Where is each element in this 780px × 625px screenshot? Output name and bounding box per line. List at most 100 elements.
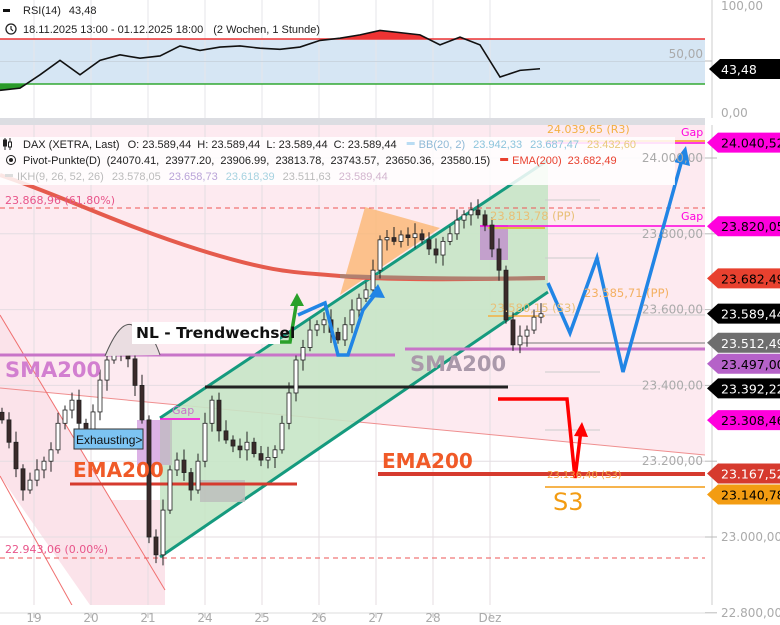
pp-label-1: 23.813,78 (PP) — [490, 209, 575, 223]
bb-lower: 23.432,60 — [587, 139, 636, 151]
bb-upper: 23.942,33 — [473, 139, 522, 151]
candle — [286, 382, 292, 430]
candle — [209, 395, 215, 432]
ema200-label-left: EMA200 — [73, 458, 164, 482]
exhausting-label: Exhausting> — [76, 433, 142, 447]
candle — [244, 431, 250, 461]
bb-swatch — [406, 142, 415, 145]
candle — [342, 317, 348, 346]
y-tick-label: 23.000,00 — [721, 530, 780, 544]
candle — [524, 325, 530, 347]
candle — [370, 259, 376, 296]
ikh-swatch — [5, 174, 13, 177]
candle — [62, 405, 68, 430]
svg-text:23.589,44: 23.589,44 — [721, 307, 780, 322]
price-label: 23.820,05 — [707, 216, 780, 237]
candle — [230, 435, 236, 453]
red-arrow[interactable] — [498, 397, 583, 479]
nl-trendwechsel-label: NL - Trendwechsel — [136, 324, 295, 342]
s3-label-2: 23.136,40 (S3) — [547, 470, 622, 481]
candle — [482, 210, 488, 232]
blue-arrow-small[interactable] — [297, 290, 379, 357]
ikh-name: IKH(9, 26, 52, 26) — [17, 171, 104, 183]
rsi-pane — [0, 0, 705, 118]
candle — [314, 320, 320, 337]
ikh-value-1: 23.578,05 — [112, 171, 161, 183]
candle — [237, 438, 243, 459]
price-label: 23.497,00 — [707, 353, 780, 374]
svg-text:23.392,22: 23.392,22 — [721, 381, 780, 396]
candle — [195, 453, 201, 494]
y-tick-label: 23.200,00 — [642, 454, 703, 468]
channel-line-upper[interactable] — [0, 314, 166, 591]
candle — [223, 420, 229, 444]
ema-swatch — [500, 158, 509, 161]
candle — [531, 309, 537, 334]
gap-label-small: Gap — [172, 404, 194, 417]
rsi-tick-0: 0,00 — [721, 106, 748, 120]
ema200-label-right: EMA200 — [382, 449, 473, 473]
candle — [181, 449, 187, 481]
candle — [97, 369, 103, 421]
candle — [468, 202, 474, 226]
price-label: 23.682,49 — [707, 268, 780, 289]
candle — [377, 235, 383, 279]
x-tick-label: 27 — [368, 611, 383, 625]
candle — [293, 355, 299, 402]
candle — [489, 217, 495, 258]
rsi-overbought-fill — [0, 30, 540, 40]
x-tick-label: 25 — [254, 611, 269, 625]
ohlc-values: O: 23.589,44 H: 23.589,44 L: 23.589,44 C… — [128, 139, 397, 151]
pivot-icon — [6, 155, 16, 165]
candle — [251, 437, 257, 458]
channel-line-lower[interactable] — [0, 475, 84, 625]
price-label: 23.167,52 — [707, 463, 780, 484]
candle — [132, 351, 138, 397]
clock-icon — [5, 23, 17, 35]
rising-channel-lower[interactable] — [159, 290, 549, 559]
y-tick-label: 24.000,00 — [642, 151, 703, 165]
candle — [174, 452, 180, 476]
rsi-tick-50: 50,00 — [669, 47, 703, 61]
ema-value: 23.682,49 — [568, 155, 617, 167]
candle — [279, 415, 285, 454]
candle — [363, 282, 369, 303]
y-tick-label: 23.800,00 — [642, 227, 703, 241]
candle — [188, 468, 194, 501]
ikh-value-4: 23.511,63 — [283, 171, 331, 183]
svg-text:23.497,00: 23.497,00 — [721, 357, 780, 372]
candle — [153, 529, 159, 564]
rsi-tick-100: 100,00 — [721, 0, 763, 13]
rising-channel-fill — [160, 160, 548, 557]
price-label: 23.392,22 — [707, 378, 780, 399]
pane-separator[interactable] — [0, 118, 780, 125]
s3-label-1: 23.580,15 (S3) — [490, 301, 576, 315]
candle — [6, 412, 12, 449]
forecast-zigzag[interactable] — [546, 155, 685, 373]
ikh-value-3: 23.618,39 — [226, 171, 275, 183]
ikh-value-2: 23.658,73 — [169, 171, 218, 183]
time-axis[interactable]: 19 20 21 24 25 26 27 28 Dez — [26, 611, 501, 625]
svg-text:23.167,52: 23.167,52 — [721, 467, 780, 482]
candle — [321, 312, 327, 334]
candle — [433, 238, 439, 264]
candles — [0, 199, 544, 566]
price-axis[interactable]: 24.000,00 23.800,00 23.600,00 23.400,00 23.2… — [642, 151, 780, 620]
rsi-current-value: 43,48 — [721, 62, 757, 77]
candle — [356, 293, 362, 321]
rsi-value: 43,48 — [69, 5, 97, 17]
svg-text:24.040,52: 24.040,52 — [721, 136, 780, 151]
date-span: (2 Wochen, 1 Stunde) — [213, 24, 320, 36]
candles-icon — [3, 138, 12, 150]
symbol-name: DAX (XETRA, Last) — [23, 139, 120, 151]
svg-text:23.820,05: 23.820,05 — [721, 219, 780, 234]
price-label: 23.308,46 — [707, 410, 780, 431]
rising-channel-upper[interactable] — [159, 158, 549, 420]
candle — [405, 227, 411, 246]
candle — [41, 456, 47, 479]
x-tick-label: Dez — [479, 611, 502, 625]
exhausting-box[interactable] — [73, 428, 144, 450]
candle — [307, 319, 313, 352]
candle — [461, 210, 467, 229]
